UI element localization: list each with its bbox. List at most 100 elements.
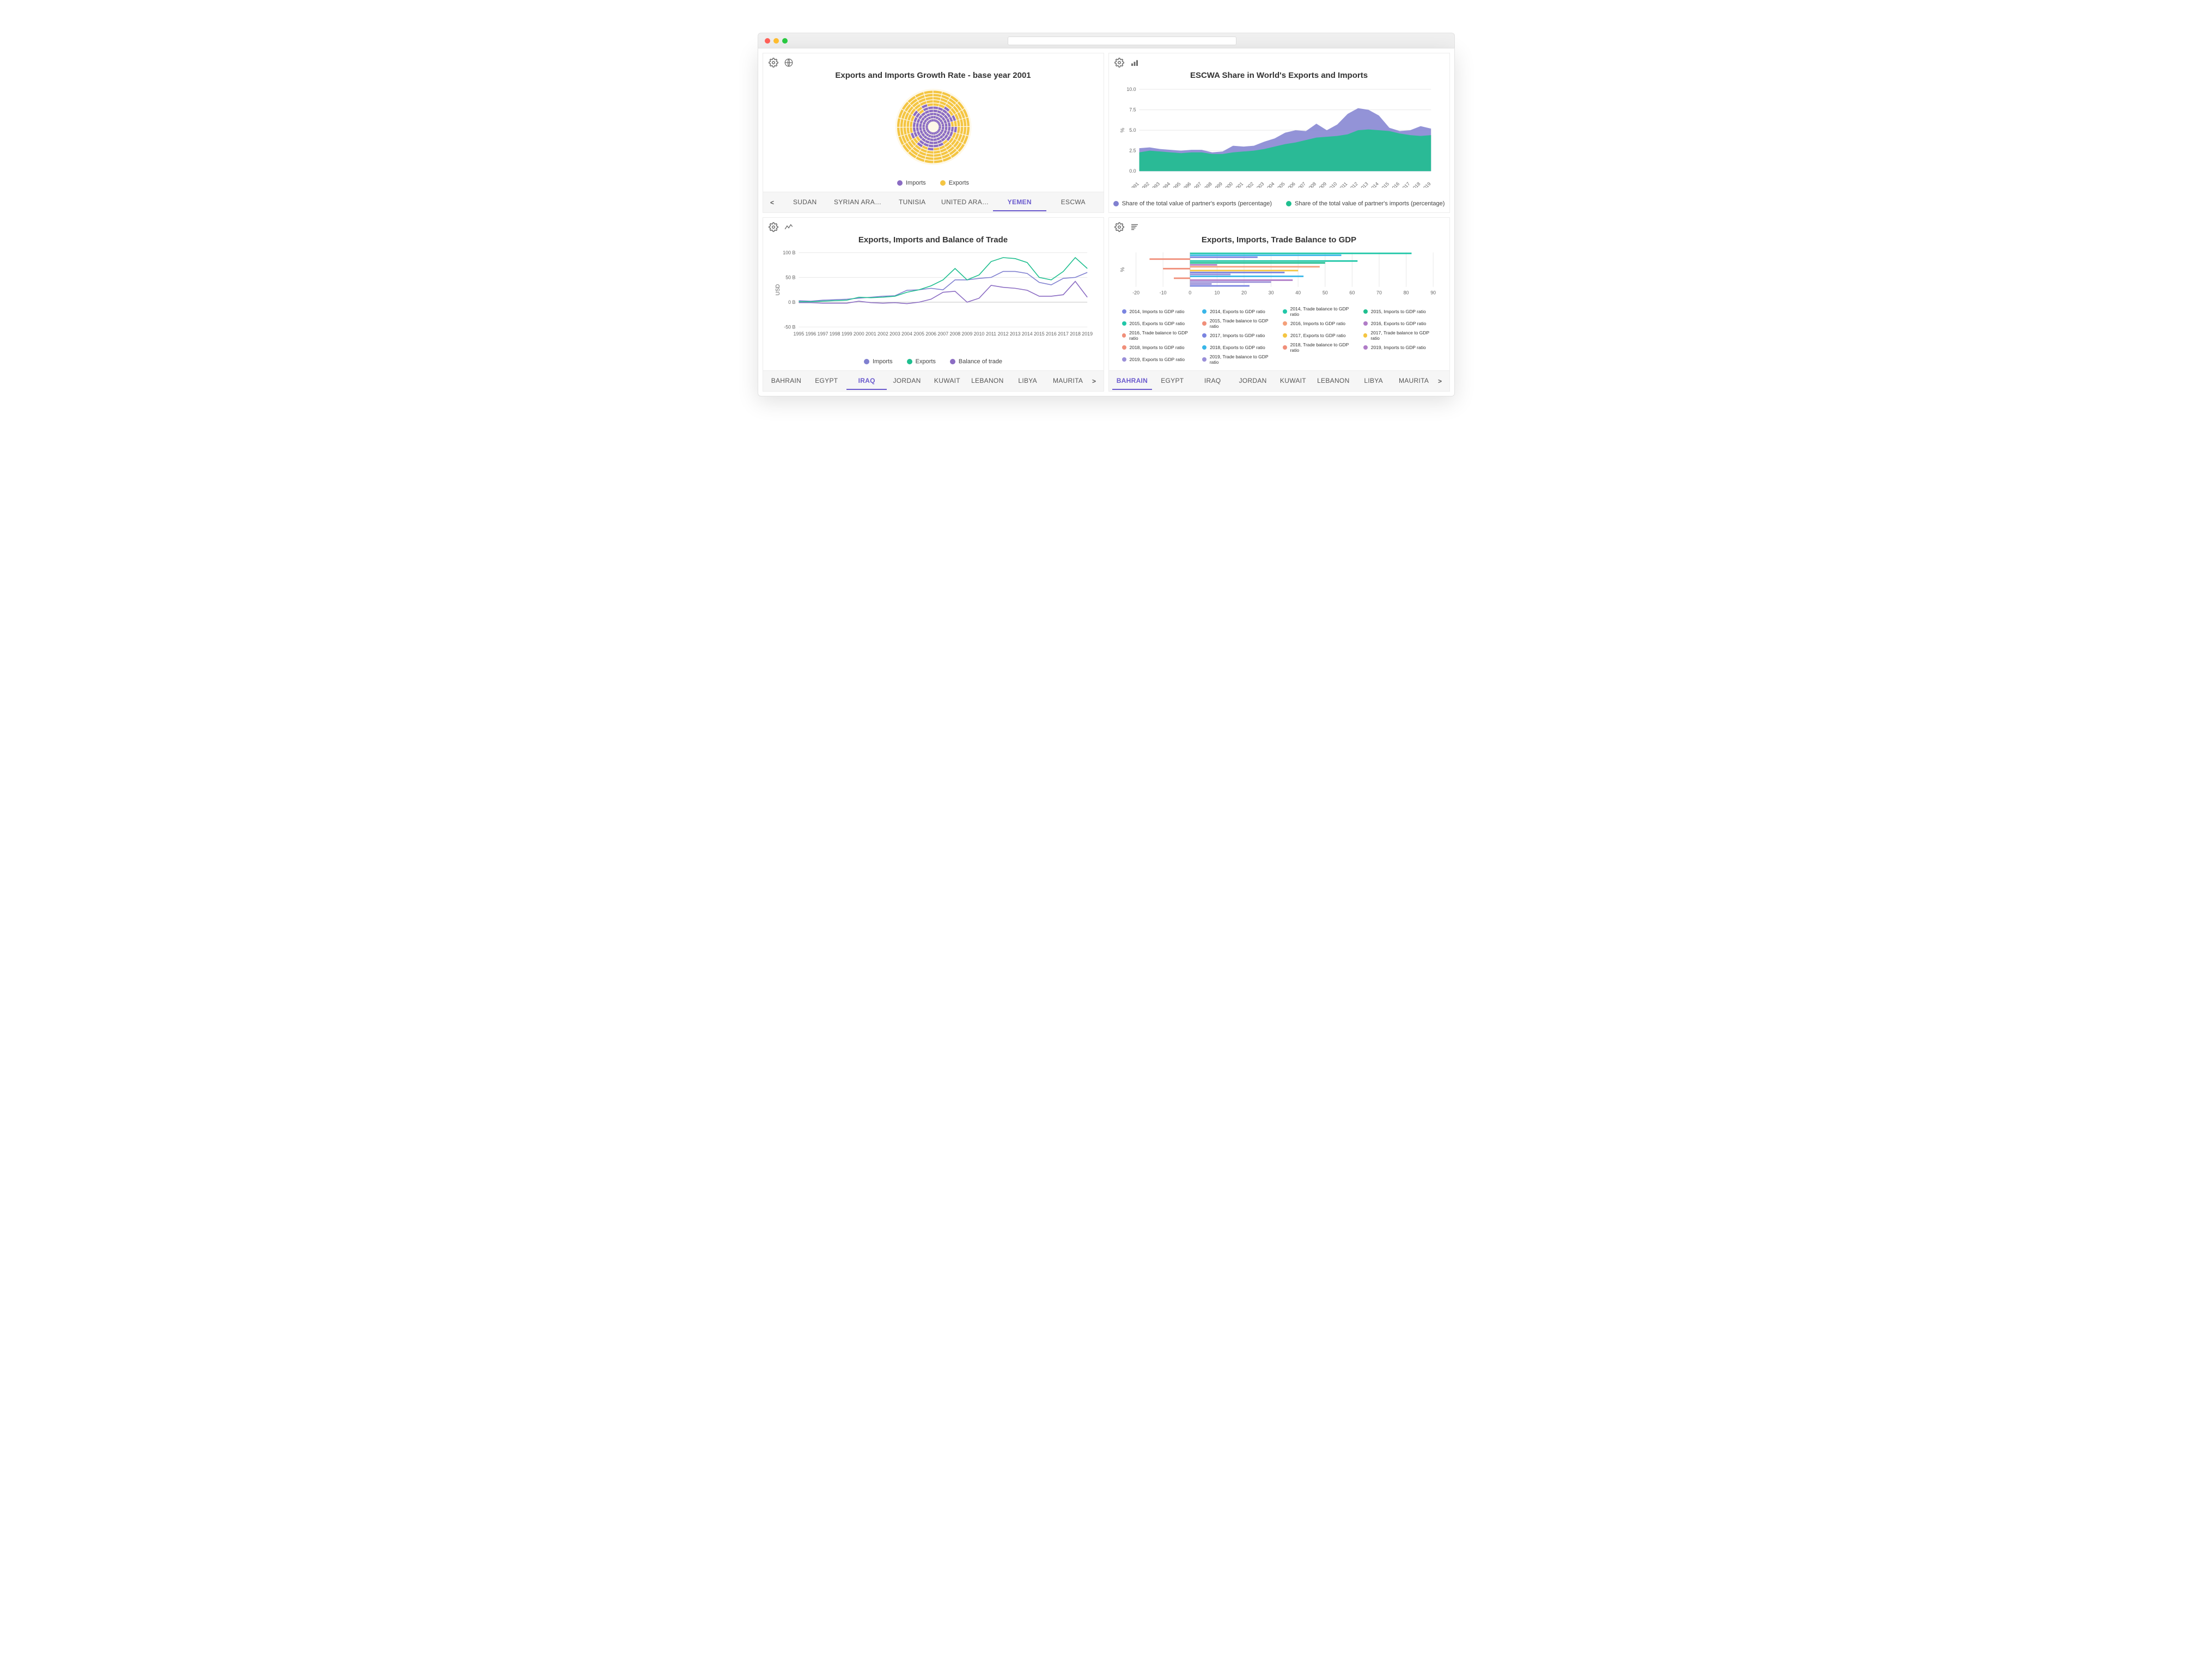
tab-syrian-arab-rep-[interactable]: SYRIAN ARAB REP… [832,194,886,211]
gear-icon[interactable] [1114,222,1124,232]
tab-united-arab-emi-[interactable]: UNITED ARAB EMI… [939,194,993,211]
svg-text:1998: 1998 [829,331,840,337]
tab-lebanon[interactable]: LEBANON [967,373,1008,390]
tab-maurita[interactable]: MAURITA [1394,373,1434,390]
svg-text:2008: 2008 [1306,181,1317,188]
window-max-dot[interactable] [782,38,788,44]
legend-label: 2015, Trade balance to GDP ratio [1210,318,1275,329]
legend-label: Share of the total value of partner's ex… [1122,200,1272,207]
svg-text:2014: 2014 [1368,181,1379,188]
svg-text:1995: 1995 [1170,181,1181,188]
legend-label: 2016, Imports to GDP ratio [1290,321,1345,326]
tab-escwa[interactable]: ESCWA [1046,194,1100,211]
legend-item: Exports [940,180,969,186]
tab-bahrain[interactable]: BAHRAIN [1112,373,1153,390]
window-min-dot[interactable] [773,38,779,44]
svg-text:2009: 2009 [1316,181,1327,188]
tab-lebanon[interactable]: LEBANON [1313,373,1354,390]
legend-item: 2019, Exports to GDP ratio [1122,354,1195,365]
svg-text:2002: 2002 [878,331,888,337]
panel-title: Exports and Imports Growth Rate - base y… [763,71,1104,80]
legend-swatch [1202,357,1206,362]
tabs-next[interactable]: > [1434,377,1446,385]
legend-swatch [1363,321,1368,326]
legend-swatch [940,180,946,186]
globe-icon[interactable] [784,58,794,68]
svg-text:0 B: 0 B [788,300,795,305]
svg-text:2003: 2003 [1253,181,1265,188]
svg-text:1991: 1991 [1128,181,1139,188]
svg-text:2011: 2011 [986,331,996,337]
browser-titlebar [758,33,1455,48]
svg-text:1996: 1996 [1180,181,1192,188]
tab-iraq[interactable]: IRAQ [1192,373,1233,390]
svg-text:2001: 2001 [865,331,876,337]
legend: Share of the total value of partner's ex… [1109,198,1449,212]
legend-label: 2017, Trade balance to GDP ratio [1370,330,1436,341]
legend-item: 2017, Imports to GDP ratio [1202,330,1275,341]
svg-text:1997: 1997 [817,331,828,337]
svg-text:20: 20 [1241,290,1247,296]
tab-jordan[interactable]: JORDAN [1233,373,1273,390]
svg-text:90: 90 [1430,290,1436,296]
legend-swatch [1283,333,1287,338]
legend-label: Exports [916,358,936,365]
legend-swatch [1363,309,1368,314]
legend-item: 2014, Exports to GDP ratio [1202,306,1275,317]
panel-growth-rate: Exports and Imports Growth Rate - base y… [763,53,1104,213]
legend-label: 2014, Exports to GDP ratio [1210,309,1265,314]
svg-text:40: 40 [1295,290,1301,296]
country-tabs: BAHRAINEGYPTIRAQJORDANKUWAITLEBANONLIBYA… [1109,370,1449,391]
svg-text:2015: 2015 [1379,181,1390,188]
tab-maurita[interactable]: MAURITA [1048,373,1088,390]
tab-kuwait[interactable]: KUWAIT [927,373,967,390]
legend-item: 2015, Exports to GDP ratio [1122,318,1195,329]
legend-swatch [1202,309,1206,314]
legend-item: 2018, Imports to GDP ratio [1122,342,1195,353]
legend-label: Imports [873,358,893,365]
sort-icon[interactable] [1130,222,1139,232]
gear-icon[interactable] [1114,58,1124,68]
legend-item: Exports [907,358,936,365]
address-bar[interactable] [1008,36,1236,45]
tabs-prev[interactable]: < [766,199,778,206]
svg-text:2000: 2000 [1222,181,1234,188]
svg-text:2017: 2017 [1058,331,1069,337]
legend: ImportsExportsBalance of trade [763,356,1104,370]
tab-egypt[interactable]: EGYPT [1152,373,1192,390]
legend-swatch [950,359,955,364]
window-close-dot[interactable] [765,38,770,44]
svg-text:2004: 2004 [1264,181,1275,188]
svg-text:80: 80 [1403,290,1409,296]
svg-text:2007: 2007 [1295,181,1307,188]
legend-label: 2018, Trade balance to GDP ratio [1290,342,1356,353]
tab-libya[interactable]: LIBYA [1354,373,1394,390]
tabs-next[interactable]: > [1088,377,1100,385]
tab-egypt[interactable]: EGYPT [806,373,846,390]
legend-label: 2019, Exports to GDP ratio [1130,357,1185,362]
line-chart-icon[interactable] [784,222,794,232]
tab-jordan[interactable]: JORDAN [887,373,927,390]
gear-icon[interactable] [769,58,778,68]
legend-item: 2019, Trade balance to GDP ratio [1202,354,1275,365]
tab-yemen[interactable]: YEMEN [993,194,1047,211]
tab-bahrain[interactable]: BAHRAIN [766,373,807,390]
legend-label: 2017, Imports to GDP ratio [1210,333,1265,338]
tab-libya[interactable]: LIBYA [1008,373,1048,390]
tab-kuwait[interactable]: KUWAIT [1273,373,1313,390]
panel-trade-to-gdp: Exports, Imports, Trade Balance to GDP -… [1108,217,1450,392]
legend-swatch [1363,345,1368,350]
bar-chart-icon[interactable] [1130,58,1139,68]
svg-text:1999: 1999 [841,331,852,337]
svg-text:0.0: 0.0 [1129,168,1136,174]
tab-sudan[interactable]: SUDAN [778,194,832,211]
svg-text:1997: 1997 [1191,181,1202,188]
tab-iraq[interactable]: IRAQ [846,373,887,390]
gear-icon[interactable] [769,222,778,232]
svg-text:7.5: 7.5 [1129,107,1136,113]
tab-tunisia[interactable]: TUNISIA [886,194,940,211]
svg-text:2005: 2005 [1274,181,1285,188]
line-chart: -50 B0 B50 B100 B19951996199719981999200… [763,249,1104,356]
legend-label: 2019, Imports to GDP ratio [1371,345,1426,350]
svg-text:USD: USD [775,284,781,296]
